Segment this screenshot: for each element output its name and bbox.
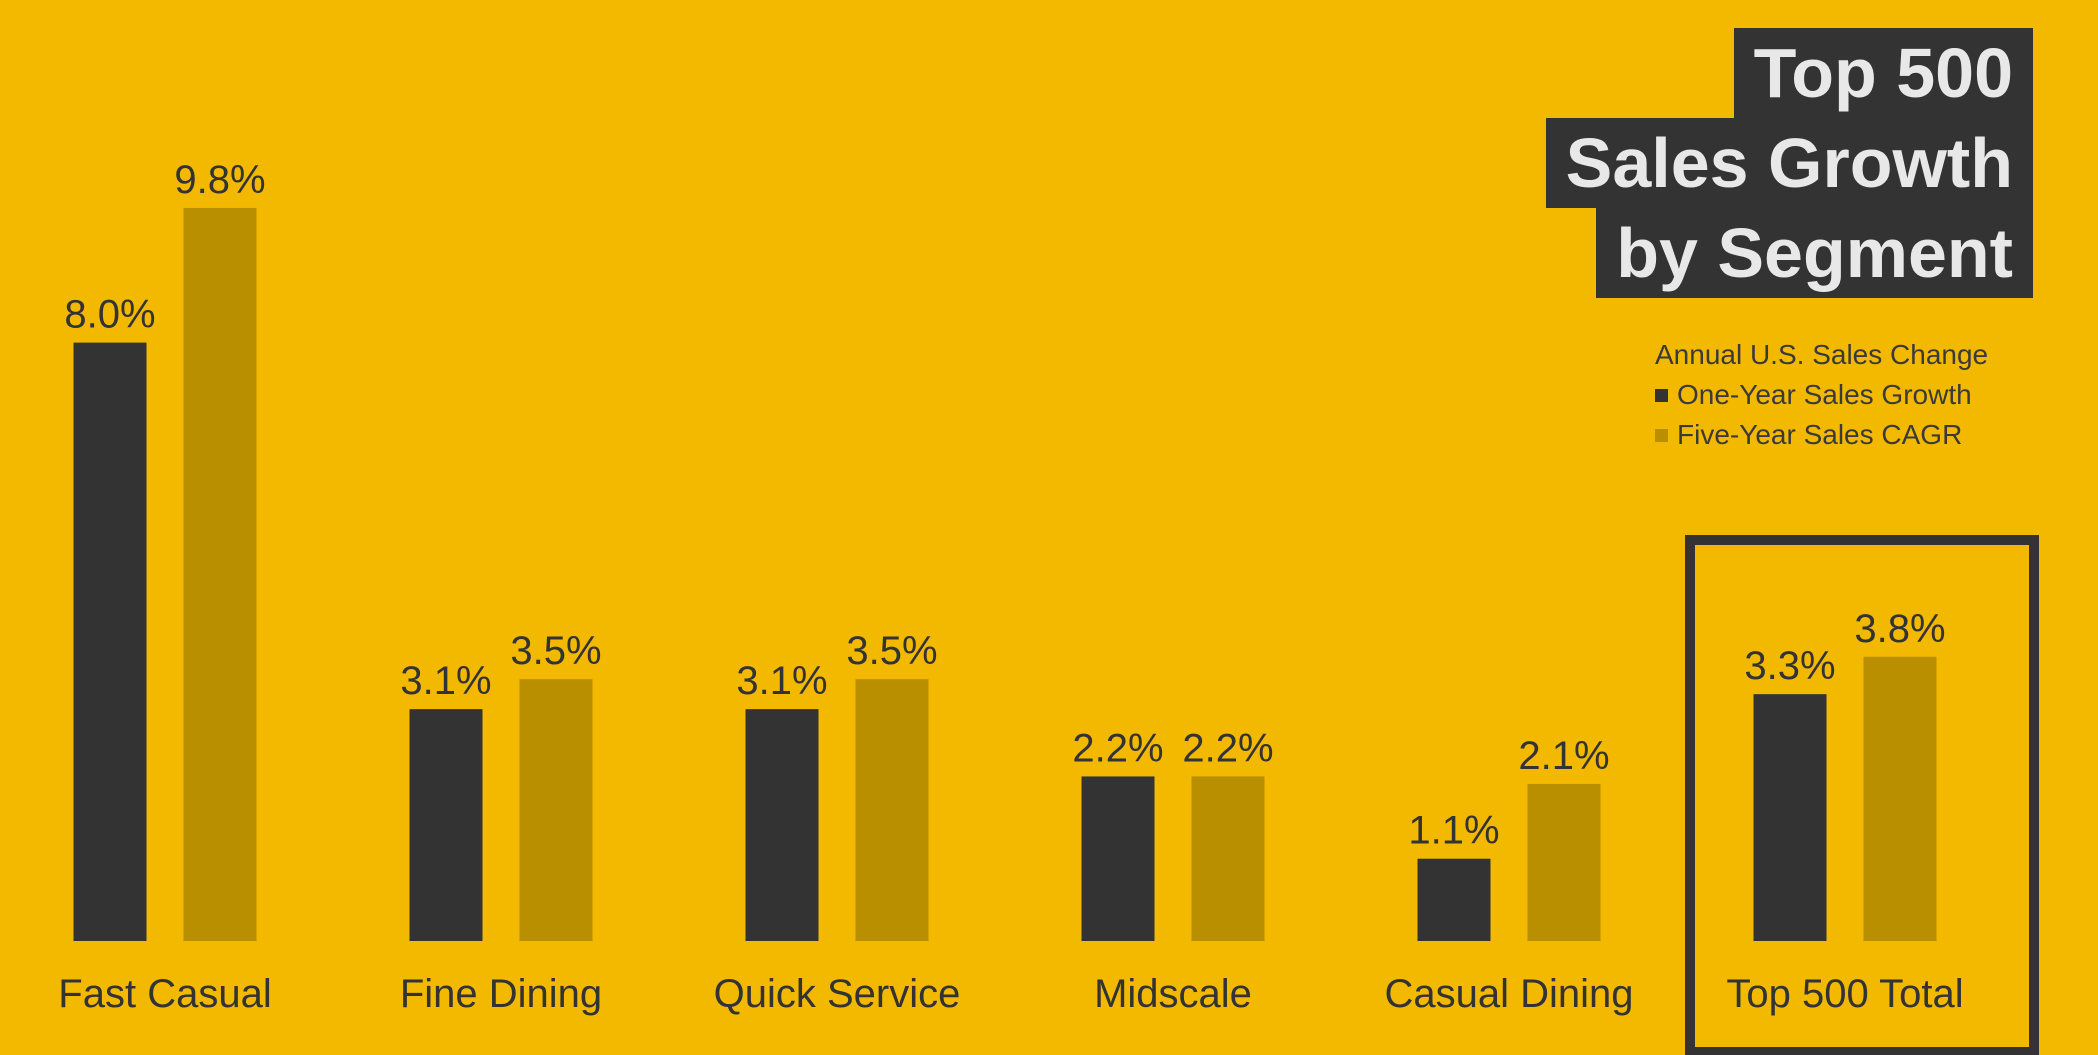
bar-five-year-fast-casual <box>183 207 257 941</box>
value-label-one-year-quick-service: 3.1% <box>736 659 827 703</box>
bar-five-year-casual-dining <box>1527 783 1601 941</box>
bar-one-year-casual-dining <box>1417 858 1491 941</box>
bar-five-year-midscale <box>1191 776 1265 941</box>
value-label-five-year-fast-casual: 9.8% <box>174 158 265 202</box>
category-label-fast-casual: Fast Casual <box>58 972 271 1016</box>
bar-five-year-fine-dining <box>519 679 593 941</box>
category-label-quick-service: Quick Service <box>714 972 961 1016</box>
value-label-one-year-casual-dining: 1.1% <box>1408 809 1499 853</box>
bar-one-year-top-500-total <box>1753 694 1827 941</box>
legend-item-five-year: Five-Year Sales CAGR <box>1655 415 1988 455</box>
legend-label-one-year: One-Year Sales Growth <box>1677 379 1972 410</box>
highlight-box <box>1685 535 2039 1055</box>
value-label-one-year-top-500-total: 3.3% <box>1744 644 1835 688</box>
value-label-one-year-midscale: 2.2% <box>1072 726 1163 770</box>
chart-title-line-3: by Segment <box>1596 208 2033 298</box>
bar-one-year-fast-casual <box>73 342 147 942</box>
legend-label-five-year: Five-Year Sales CAGR <box>1677 419 1963 450</box>
value-label-one-year-fast-casual: 8.0% <box>64 293 155 337</box>
legend-swatch-one-year <box>1655 388 1668 402</box>
category-label-top-500-total: Top 500 Total <box>1726 972 1963 1016</box>
bar-five-year-quick-service <box>855 679 929 941</box>
bar-one-year-fine-dining <box>409 709 483 941</box>
bar-five-year-top-500-total <box>1863 656 1937 941</box>
value-label-five-year-midscale: 2.2% <box>1182 726 1273 770</box>
legend: Annual U.S. Sales Change One-Year Sales … <box>1655 335 1988 455</box>
value-label-one-year-fine-dining: 3.1% <box>400 659 491 703</box>
category-label-fine-dining: Fine Dining <box>400 972 602 1016</box>
value-label-five-year-top-500-total: 3.8% <box>1854 607 1945 651</box>
bar-one-year-quick-service <box>745 709 819 941</box>
bar-one-year-midscale <box>1081 776 1155 941</box>
chart-title-line-2: Sales Growth <box>1545 118 2033 208</box>
value-label-five-year-quick-service: 3.5% <box>846 629 937 673</box>
value-label-five-year-fine-dining: 3.5% <box>510 629 601 673</box>
value-label-five-year-casual-dining: 2.1% <box>1518 734 1609 778</box>
category-label-casual-dining: Casual Dining <box>1384 972 1633 1016</box>
chart-title-line-1: Top 500 <box>1733 28 2033 118</box>
legend-item-one-year: One-Year Sales Growth <box>1655 375 1988 415</box>
category-label-midscale: Midscale <box>1094 972 1252 1016</box>
legend-swatch-five-year <box>1655 428 1668 442</box>
legend-heading: Annual U.S. Sales Change <box>1655 339 1989 370</box>
